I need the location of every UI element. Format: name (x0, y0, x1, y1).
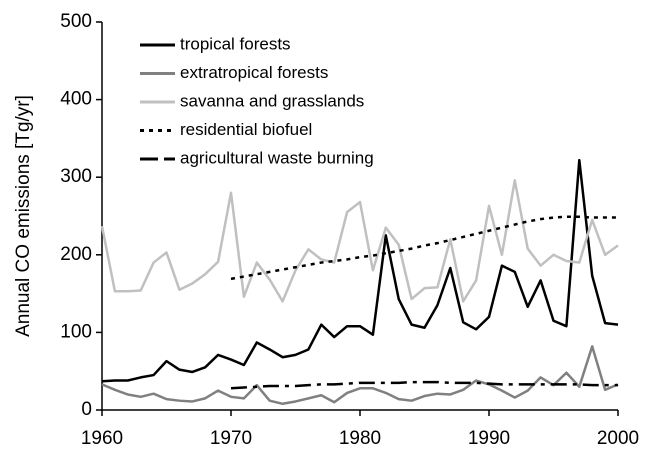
y-tick-label: 0 (81, 399, 92, 420)
x-tick-label: 1970 (210, 428, 252, 449)
legend-label: tropical forests (180, 34, 291, 53)
x-tick-label: 2000 (597, 428, 639, 449)
x-tick-label: 1980 (339, 428, 381, 449)
x-tick-label: 1960 (81, 428, 123, 449)
series-line (230, 380, 618, 390)
series-line (230, 215, 618, 281)
y-tick-label: 400 (60, 89, 92, 110)
y-axis-label: Annual CO emissions [Tg/yr] (13, 95, 34, 337)
legend-label: extratropical forests (180, 63, 328, 82)
y-tick-label: 200 (60, 244, 92, 265)
y-tick-label: 500 (60, 11, 92, 32)
legend-label: savanna and grasslands (180, 91, 364, 110)
series-line (101, 345, 619, 406)
x-tick-label: 1990 (468, 428, 510, 449)
series-line (100, 179, 619, 303)
y-tick-label: 100 (60, 321, 92, 342)
series-line (101, 158, 619, 383)
legend-label: agricultural waste burning (180, 148, 374, 167)
legend-label: residential biofuel (180, 120, 312, 139)
y-tick-label: 300 (60, 166, 92, 187)
